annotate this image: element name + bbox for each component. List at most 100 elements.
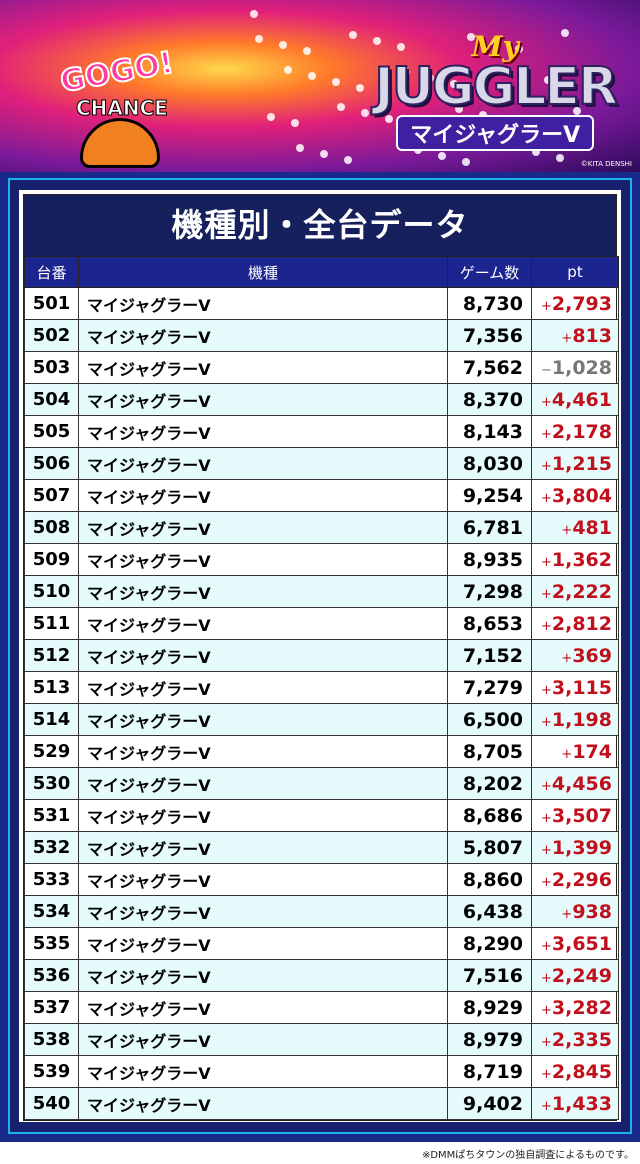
pt-amount: 1,362	[551, 548, 612, 571]
machine-number: 535	[24, 927, 79, 960]
sparkle-icon	[573, 107, 581, 115]
sparkle-icon	[349, 31, 357, 39]
logo-sub: マイジャグラーV	[396, 115, 595, 151]
sparkle-icon	[344, 156, 352, 164]
machine-number: 537	[24, 991, 79, 1024]
machine-number: 509	[24, 543, 79, 576]
machine-name: マイジャグラーV	[78, 351, 448, 384]
footnote: ※DMMぱちタウンの独自調査によるものです。	[421, 1150, 634, 1161]
sparkle-icon	[308, 72, 316, 80]
pt-value: +3,115	[531, 671, 619, 704]
sparkle-icon	[267, 113, 275, 121]
table-row: 511 マイジャグラーV 8,653 +2,812	[24, 607, 619, 640]
machine-name: マイジャグラーV	[78, 1087, 448, 1120]
pt-value: +2,812	[531, 607, 619, 640]
game-count: 6,781	[447, 511, 532, 544]
header-no: 台番	[24, 256, 79, 288]
game-count: 8,730	[447, 287, 532, 320]
pt-value: +1,198	[531, 703, 619, 736]
pt-amount: 938	[572, 900, 612, 923]
machine-number: 511	[24, 607, 79, 640]
sparkle-icon	[291, 119, 299, 127]
sparkle-icon	[556, 154, 564, 162]
table-row: 501 マイジャグラーV 8,730 +2,793	[24, 287, 619, 320]
machine-name: マイジャグラーV	[78, 543, 448, 576]
game-count: 8,860	[447, 863, 532, 896]
sparkle-icon	[568, 82, 576, 90]
game-count: 8,719	[447, 1055, 532, 1088]
pt-amount: 369	[572, 644, 612, 667]
pt-sign: +	[540, 394, 552, 410]
machine-number: 534	[24, 895, 79, 928]
pt-sign: +	[540, 586, 552, 602]
header-pt: pt	[531, 256, 619, 288]
pt-amount: 2,812	[551, 612, 612, 635]
game-count: 8,686	[447, 799, 532, 832]
sparkle-icon	[361, 109, 369, 117]
header-name: 機種	[78, 256, 448, 288]
pt-sign: +	[540, 618, 552, 634]
game-count: 8,143	[447, 415, 532, 448]
sparkle-icon	[544, 76, 552, 84]
table-row: 513 マイジャグラーV 7,279 +3,115	[24, 671, 619, 704]
pt-value: +813	[531, 319, 619, 352]
machine-name: マイジャグラーV	[78, 607, 448, 640]
pt-amount: 1,028	[551, 356, 612, 379]
machine-number: 513	[24, 671, 79, 704]
pt-sign: +	[540, 810, 552, 826]
machine-number: 507	[24, 479, 79, 512]
machine-name: マイジャグラーV	[78, 319, 448, 352]
pt-sign: +	[540, 426, 552, 442]
pt-amount: 2,335	[551, 1028, 612, 1051]
table-row: 540 マイジャグラーV 9,402 +1,433	[24, 1087, 619, 1120]
table-row: 538 マイジャグラーV 8,979 +2,335	[24, 1023, 619, 1056]
pt-amount: 1,215	[551, 452, 612, 475]
pt-value: −1,028	[531, 351, 619, 384]
table-row: 534 マイジャグラーV 6,438 +938	[24, 895, 619, 928]
sparkle-icon	[561, 29, 569, 37]
pt-sign: +	[540, 1066, 552, 1082]
sparkle-icon	[397, 43, 405, 51]
copyright: ©KITA DENSHI	[580, 160, 632, 168]
machine-name: マイジャグラーV	[78, 831, 448, 864]
sparkle-icon	[356, 84, 364, 92]
pt-amount: 174	[572, 740, 612, 763]
game-count: 7,152	[447, 639, 532, 672]
header-games: ゲーム数	[447, 256, 532, 288]
chance-logo: CHANCE	[76, 96, 169, 121]
machine-number: 501	[24, 287, 79, 320]
sparkle-icon	[284, 66, 292, 74]
data-table: 台番 機種 ゲーム数 pt 501 マイジャグラーV 8,730 +2,793 5…	[24, 256, 619, 1120]
logo-main: JUGGLER	[373, 57, 619, 117]
header-banner: GOGO! CHANCE My JUGGLER マイジャグラーV ©KITA D…	[0, 0, 640, 172]
table-row: 506 マイジャグラーV 8,030 +1,215	[24, 447, 619, 480]
table-row: 537 マイジャグラーV 8,929 +3,282	[24, 991, 619, 1024]
machine-name: マイジャグラーV	[78, 895, 448, 928]
machine-number: 504	[24, 383, 79, 416]
pt-value: +1,433	[531, 1087, 619, 1120]
machine-number: 510	[24, 575, 79, 608]
game-count: 9,254	[447, 479, 532, 512]
machine-number: 502	[24, 319, 79, 352]
pt-amount: 3,651	[551, 932, 612, 955]
machine-number: 503	[24, 351, 79, 384]
pt-sign: +	[561, 650, 573, 666]
table-row: 510 マイジャグラーV 7,298 +2,222	[24, 575, 619, 608]
table-row: 512 マイジャグラーV 7,152 +369	[24, 639, 619, 672]
machine-name: マイジャグラーV	[78, 415, 448, 448]
machine-name: マイジャグラーV	[78, 863, 448, 896]
game-count: 8,705	[447, 735, 532, 768]
machine-name: マイジャグラーV	[78, 511, 448, 544]
sparkle-icon	[373, 37, 381, 45]
machine-number: 531	[24, 799, 79, 832]
machine-number: 529	[24, 735, 79, 768]
game-count: 8,929	[447, 991, 532, 1024]
machine-number: 506	[24, 447, 79, 480]
pt-sign: +	[540, 458, 552, 474]
machine-number: 512	[24, 639, 79, 672]
machine-name: マイジャグラーV	[78, 383, 448, 416]
pt-amount: 4,456	[551, 772, 612, 795]
pt-sign: +	[540, 714, 552, 730]
table-row: 536 マイジャグラーV 7,516 +2,249	[24, 959, 619, 992]
pt-amount: 2,793	[551, 292, 612, 315]
